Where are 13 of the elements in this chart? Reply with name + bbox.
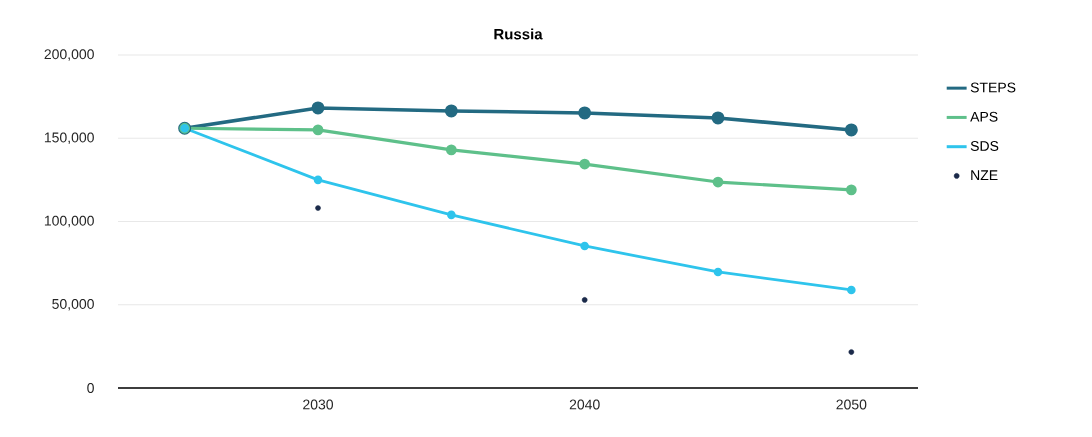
y-tick-label: 100,000 (44, 215, 94, 228)
y-tick-label: 200,000 (44, 49, 94, 61)
y-tick-label: 50,000 (52, 298, 94, 311)
legend-label: APS (970, 111, 998, 122)
x-tick-label: 2040 (569, 399, 600, 410)
legend-label: STEPS (970, 82, 1016, 93)
legend-label: SDS (970, 141, 999, 151)
y-tick-label: 0 (87, 383, 94, 393)
legend-label: NZE (971, 170, 998, 180)
chart-title: Russia (494, 28, 543, 40)
x-tick-label: 2030 (303, 399, 334, 410)
y-tick-label: 150,000 (44, 132, 94, 145)
x-tick-label: 2050 (836, 399, 867, 410)
